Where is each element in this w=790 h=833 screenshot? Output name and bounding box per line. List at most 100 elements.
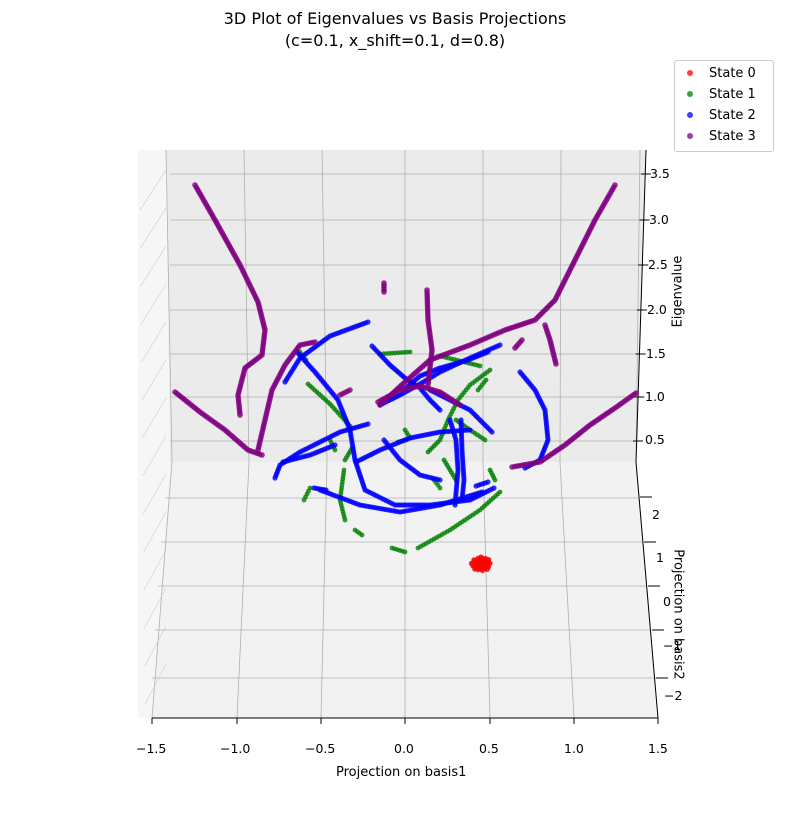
state3-point [509,464,515,470]
y-tick-label: 2 [652,507,660,522]
state2-point [497,342,503,348]
x-tick-label: −1.5 [136,741,167,756]
x-tick-label: 0.5 [479,741,499,756]
state3-point [347,387,353,393]
legend-marker-state0 [687,70,693,76]
state0-point [486,556,492,563]
state2-point [489,429,495,435]
floor-grid-line [236,461,250,719]
y-tick-label: −1 [663,638,682,653]
state1-point [402,549,408,555]
state3-point [457,402,463,408]
z-axis-label: Eigenvalue [670,255,686,328]
x-tick-label: 0.0 [394,741,414,756]
state1-point [301,497,307,503]
state2-point [332,442,338,448]
state2-point [437,477,443,483]
back-grid-line [635,149,641,463]
state0-point [468,560,475,566]
state2-point [365,421,371,427]
left-grid-line [143,511,167,553]
back-grid-line [243,149,250,463]
left-grid-line [144,587,167,629]
state2-point [459,497,465,503]
state2-point [467,427,473,433]
back-grid-line [165,149,173,463]
state1-point [342,457,348,463]
state1-point [497,489,503,495]
chart-title-line2: (c=0.1, x_shift=0.1, d=0.8) [284,31,506,50]
left-grid-line [140,207,167,249]
state2-point [452,502,458,508]
state3-point [553,361,559,367]
y-tick-label: 1 [656,550,664,565]
left-grid-line [144,625,167,667]
state1-point [332,447,338,453]
left-grid-line [141,321,167,363]
y-axis-line [635,461,659,719]
back-grid-line [559,149,562,463]
legend-label-state0: State 0 [709,65,756,81]
legend-marker-state2 [687,112,693,118]
left-grid-line [142,473,167,515]
left-grid-line [140,245,167,287]
floor-grid-line [320,461,328,719]
state1-point [359,532,365,538]
state2-point [473,483,479,489]
y-tick-label: −2 [664,688,683,703]
state1-point [342,517,348,523]
state0-point [472,566,478,572]
left-grid-line [141,359,167,401]
z-tick-label: 0.5 [645,432,665,447]
state1-point [437,485,443,491]
state3-point [259,452,265,458]
state2-point [485,349,491,355]
y-tick-label: 0 [663,594,671,609]
state0-point [478,554,484,560]
left-grid-line [144,663,167,705]
state3-point [237,412,243,418]
legend-item-state2: State 2 [683,105,756,125]
state1-point [487,367,493,373]
state1-point [477,363,483,369]
z-tick-label: 2.0 [647,302,667,317]
left-grid-line [139,169,167,211]
legend-item-state1: State 1 [683,84,756,104]
legend-label-state3: State 3 [709,128,756,144]
left-grid-line [142,397,167,439]
x-tick-label: −1.0 [220,741,251,756]
x-axis-label: Projection on basis1 [336,765,467,780]
z-tick-label: 2.5 [648,257,668,272]
state2-point [437,407,443,413]
state0-point [479,567,486,574]
legend-marker-state3 [687,133,693,139]
x-tick-label: −0.5 [305,741,336,756]
state1-point [483,377,489,383]
legend-item-state0: State 0 [683,63,756,83]
legend-marker-state1 [687,91,693,97]
floor-grid-line [559,461,575,719]
state2-point [365,319,371,325]
left-grid-line [142,435,167,477]
z-tick-label: 3.0 [649,212,669,227]
left-grid-line [143,549,167,591]
legend-label-state1: State 1 [709,86,756,102]
state2-point [479,489,485,495]
x-tick-label: 1.0 [564,741,584,756]
state3-point [381,289,387,295]
state2-point [491,485,497,491]
y-axis-label: Projection on basis2 [670,549,686,680]
state1-point [407,349,413,355]
state1-point [492,477,498,483]
z-tick-label: 3.5 [650,166,670,181]
x-tick-label: 1.5 [648,741,668,756]
state3-point [312,339,318,345]
state0-point [484,566,490,572]
state2-point [311,485,317,491]
left-grid-line [140,283,167,325]
left-pane [138,150,170,718]
chart-title-line1: 3D Plot of Eigenvalues vs Basis Projecti… [223,9,567,28]
z-tick-label: 1.0 [645,389,665,404]
legend-label-state2: State 2 [709,107,756,123]
